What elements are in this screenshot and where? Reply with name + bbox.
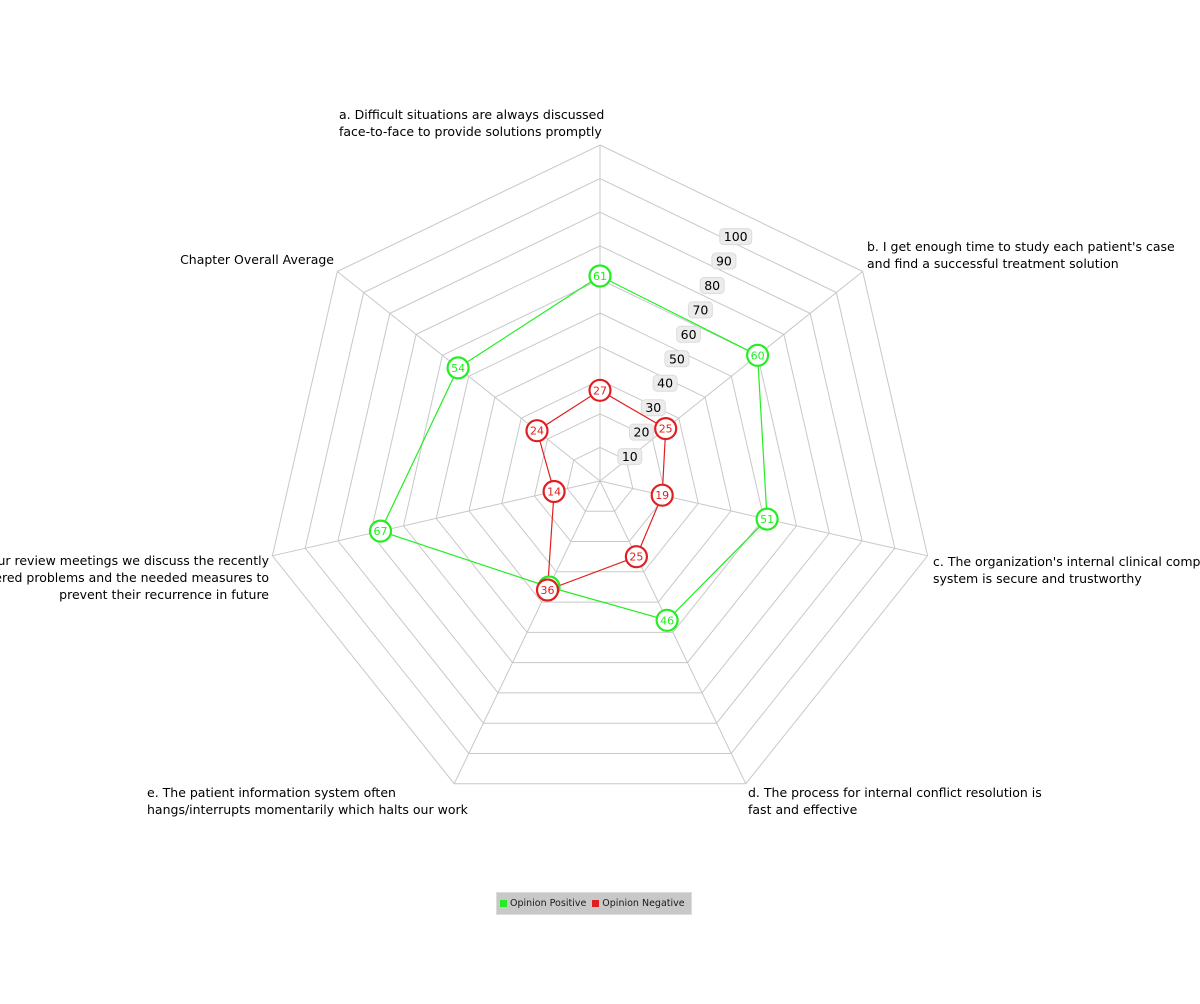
- tick-label: 50: [664, 350, 690, 368]
- data-point: 51: [755, 507, 779, 531]
- axis-spoke: [599, 480, 747, 784]
- data-point: 19: [650, 483, 674, 507]
- grid-ring: [271, 144, 929, 785]
- grid-ring: [402, 278, 798, 664]
- data-label: 60: [751, 349, 765, 362]
- svg-text:100: 100: [724, 229, 748, 244]
- data-point: 24: [525, 419, 549, 443]
- axis-spoke: [599, 271, 864, 482]
- grid-ring: [435, 312, 765, 633]
- legend-item: Opinion Negative: [592, 898, 685, 909]
- legend-label: Opinion Negative: [602, 898, 685, 909]
- axis-spoke: [453, 480, 601, 784]
- grid-ring: [501, 379, 699, 573]
- svg-text:10: 10: [622, 449, 638, 464]
- svg-text:40: 40: [657, 376, 673, 391]
- tick-label: 100: [719, 228, 753, 246]
- data-point: 61: [588, 264, 612, 288]
- tick-label: 80: [699, 277, 725, 294]
- axis-spoke: [336, 271, 601, 482]
- data-point: 36: [535, 578, 560, 602]
- grid-ring: [337, 211, 863, 724]
- data-point: 25: [624, 545, 649, 569]
- data-label: 24: [530, 425, 544, 438]
- legend-item: Opinion Positive: [500, 898, 586, 909]
- data-point: 54: [446, 356, 470, 380]
- data-point: 14: [542, 479, 566, 504]
- tick-labels: 10 20 30 40 50 60 70 80 90 100: [617, 228, 753, 466]
- grid-ring: [370, 245, 830, 694]
- svg-text:60: 60: [681, 327, 697, 342]
- legend: Opinion Positive Opinion Negative: [496, 892, 692, 915]
- series-layer: 6160514635675427251925361424: [368, 264, 779, 632]
- data-point: 60: [745, 343, 770, 367]
- tick-label: 60: [676, 325, 702, 343]
- svg-text:70: 70: [692, 302, 708, 317]
- data-label: 61: [593, 270, 607, 283]
- category-label: e. The patient information system often h…: [147, 785, 469, 817]
- category-label: a. Difficult situations are always discu…: [339, 107, 604, 139]
- data-label: 25: [659, 423, 673, 436]
- grid-ring: [468, 346, 732, 603]
- data-label: 51: [760, 513, 774, 526]
- data-label: 36: [541, 584, 555, 597]
- grid-ring: [304, 178, 896, 754]
- data-label: 14: [547, 486, 561, 499]
- category-label: b. I get enough time to study each patie…: [867, 239, 1175, 271]
- svg-text:80: 80: [704, 278, 720, 293]
- data-label: 19: [655, 489, 669, 502]
- data-point: 46: [655, 608, 679, 632]
- svg-text:50: 50: [669, 351, 685, 366]
- tick-label: 40: [652, 374, 678, 392]
- axis-labels: a. Difficult situations are always discu…: [0, 107, 1200, 817]
- legend-swatch: [500, 900, 507, 907]
- data-label: 54: [451, 362, 465, 375]
- svg-text:20: 20: [634, 425, 650, 440]
- category-label: d. The process for internal conflict res…: [748, 785, 1042, 817]
- data-label: 25: [629, 551, 643, 564]
- svg-text:90: 90: [716, 254, 732, 269]
- grid-layer: [271, 144, 929, 785]
- tick-label: 20: [629, 423, 654, 441]
- category-label: Chapter Overall Average: [180, 252, 334, 267]
- data-label: 67: [374, 525, 388, 538]
- grid-ring: [533, 413, 667, 542]
- data-label: 46: [660, 614, 674, 627]
- tick-label: 70: [687, 301, 713, 319]
- legend-swatch: [592, 900, 600, 907]
- data-label: 27: [593, 384, 607, 397]
- tick-label: 90: [711, 252, 737, 270]
- tick-label: 30: [640, 399, 666, 417]
- category-label: c. The organization's internal clinical …: [933, 554, 1200, 586]
- data-point: 27: [588, 378, 612, 402]
- series-line: [379, 275, 768, 621]
- data-point: 25: [654, 417, 678, 441]
- legend-label: Opinion Positive: [510, 898, 587, 909]
- data-point: 67: [368, 519, 393, 543]
- tick-label: 10: [617, 448, 643, 466]
- svg-text:30: 30: [645, 400, 661, 415]
- category-label: f. In our review meetings we discuss the…: [0, 553, 270, 602]
